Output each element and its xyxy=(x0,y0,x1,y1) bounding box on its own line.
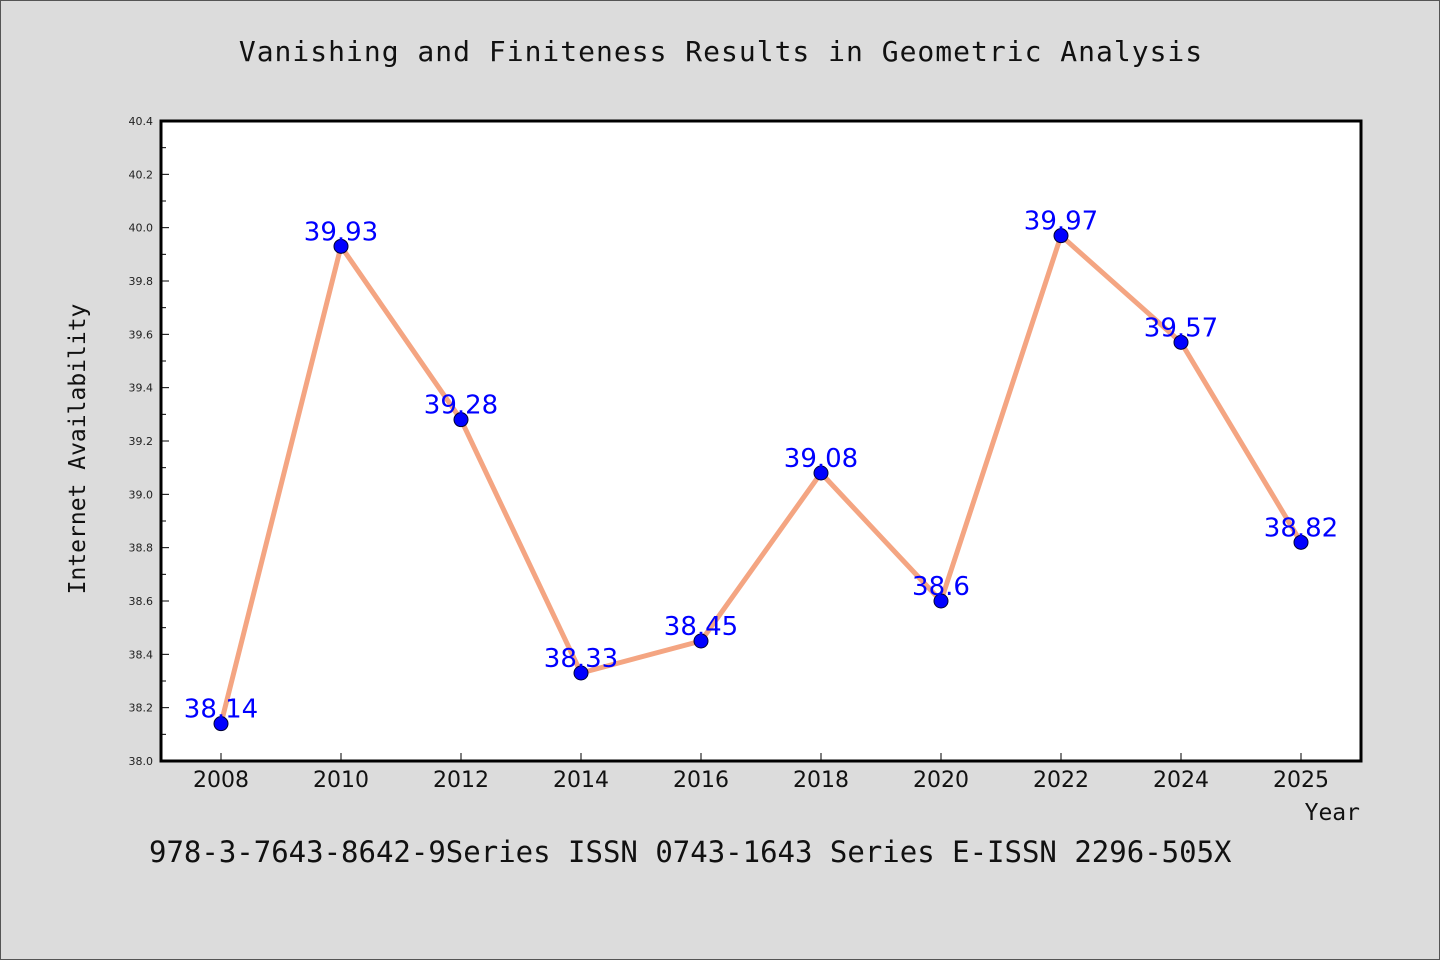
data-point xyxy=(453,412,469,428)
data-point xyxy=(1293,534,1309,550)
series-line xyxy=(218,233,1304,727)
isbn-caption: 978-3-7643-8642-9Series ISSN 0743-1643 S… xyxy=(149,835,1232,869)
x-tick-label: 2016 xyxy=(673,768,729,793)
x-tick-label: 2012 xyxy=(433,768,489,793)
y-tick-label: 38.0 xyxy=(129,755,154,768)
y-tick-label: 39.0 xyxy=(129,488,154,501)
y-tick-label: 40.0 xyxy=(129,222,154,235)
y-tick-label: 39.8 xyxy=(129,275,154,288)
x-tick-label: 2025 xyxy=(1273,768,1329,793)
x-tick-label: 2008 xyxy=(193,768,249,793)
data-labels: 38.14 39.93 39.28 38.33 38.45 39.08 38.6 39.97 3… xyxy=(184,207,1338,725)
x-tick-label: 2022 xyxy=(1033,768,1089,793)
data-label: 38.14 xyxy=(184,695,258,725)
y-tick-label: 38.6 xyxy=(129,595,154,608)
data-label: 39.93 xyxy=(304,217,378,247)
data-point xyxy=(213,716,229,732)
y-axis-title: Internet Availability xyxy=(65,304,91,595)
data-label: 39.28 xyxy=(424,391,498,421)
data-point xyxy=(573,665,589,681)
y-tick-label: 38.2 xyxy=(129,702,154,715)
y-axis: 38.0 38.2 38.4 38.6 38.8 39.0 39.2 39.4 39.6 39.8… xyxy=(129,115,169,768)
data-point xyxy=(1173,334,1189,350)
y-tick-label: 38.8 xyxy=(129,542,154,555)
x-tick-label: 2024 xyxy=(1153,768,1209,793)
y-tick-label: 39.4 xyxy=(129,382,154,395)
data-point xyxy=(1053,228,1069,244)
data-point xyxy=(333,238,349,254)
x-tick-label: 2010 xyxy=(313,768,369,793)
x-axis-title: Year xyxy=(1305,800,1360,826)
y-tick-label: 40.4 xyxy=(129,115,154,128)
data-label: 39.08 xyxy=(784,444,858,474)
y-tick-label: 38.4 xyxy=(129,648,154,661)
x-tick-label: 2020 xyxy=(913,768,969,793)
y-tick-label: 39.6 xyxy=(129,328,154,341)
x-tick-label: 2018 xyxy=(793,768,849,793)
chart-title: Vanishing and Finiteness Results in Geom… xyxy=(238,35,1204,68)
x-tick-label: 2014 xyxy=(553,768,609,793)
y-tick-label: 39.2 xyxy=(129,435,154,448)
data-label: 38.82 xyxy=(1264,513,1338,543)
x-axis: 2008 2010 2012 2014 2016 2018 2020 2022 2024 2025 xyxy=(193,753,1329,793)
plot-area xyxy=(159,119,1363,763)
data-point xyxy=(933,593,949,609)
data-label: 38.45 xyxy=(664,612,738,642)
data-point xyxy=(813,465,829,481)
data-label: 38.33 xyxy=(544,644,618,674)
data-point xyxy=(693,633,709,649)
y-tick-label: 40.2 xyxy=(129,168,154,181)
data-label: 38.6 xyxy=(912,572,970,602)
series-group xyxy=(213,228,1309,732)
data-label: 39.57 xyxy=(1144,313,1218,343)
data-label: 39.97 xyxy=(1024,207,1098,237)
